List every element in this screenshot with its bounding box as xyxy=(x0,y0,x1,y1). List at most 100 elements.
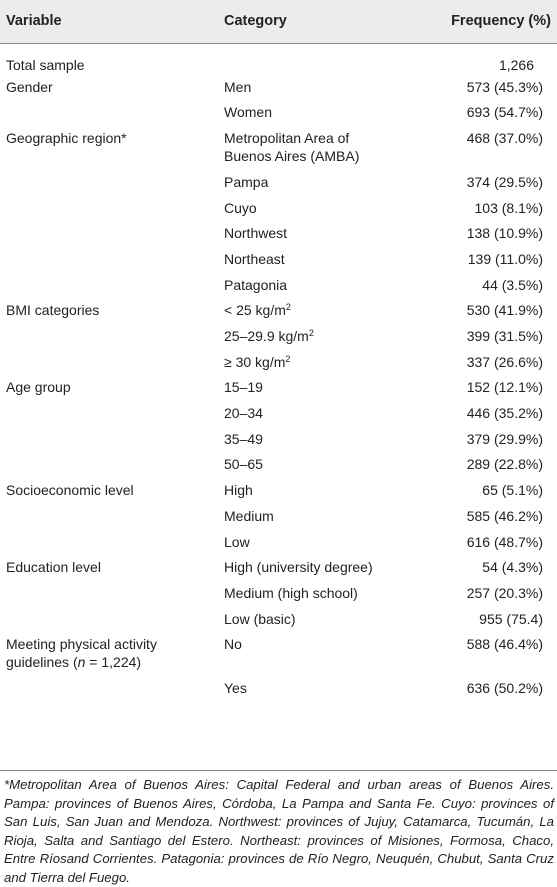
superscript: 2 xyxy=(285,353,291,364)
cell-frequency: 446 (35.2%) xyxy=(466,405,543,422)
table-row: ≥ 30 kg/m2 337 (26.6%) xyxy=(0,349,557,375)
table-row: 25–29.9 kg/m2 399 (31.5%) xyxy=(0,323,557,349)
cell-variable xyxy=(0,195,210,221)
header-variable: Variable xyxy=(6,13,62,30)
cell-variable xyxy=(0,169,210,195)
cell-variable xyxy=(0,675,210,710)
cell-variable xyxy=(0,99,210,125)
cell-category: ≥ 30 kg/m2 xyxy=(210,349,430,375)
table-row: Medium 585 (46.2%) xyxy=(0,503,557,529)
table-row: Northwest 138 (10.9%) xyxy=(0,220,557,246)
cell-category: Yes xyxy=(224,680,247,697)
cell-category: Metropolitan Area of Buenos Aires (AMBA) xyxy=(210,125,430,169)
cell-category: Men xyxy=(224,78,252,95)
cell-variable: Meeting physical activity guidelines (n =… xyxy=(0,631,210,675)
cell-variable: Age group xyxy=(6,379,71,396)
cell-frequency: 530 (41.9%) xyxy=(466,302,543,319)
cell-category: Cuyo xyxy=(224,199,257,216)
cell-frequency: 65 (5.1%) xyxy=(482,482,543,499)
cell-variable xyxy=(0,426,210,452)
cell-frequency: 1,266 xyxy=(498,56,535,73)
table-row: Geographic region* Metropolitan Area of B… xyxy=(0,125,557,169)
cell-variable xyxy=(0,606,210,632)
cell-category: Northeast xyxy=(224,250,285,267)
table-bottom-rule xyxy=(0,770,557,771)
cell-variable xyxy=(0,451,210,477)
table-footnote: *Metropolitan Area of Buenos Aires: Capi… xyxy=(4,777,554,885)
cell-category: 35–49 xyxy=(224,430,263,447)
table-row: Education level High (university degree)… xyxy=(0,554,557,580)
variable-line: = 1,224) xyxy=(85,654,142,671)
cell-frequency: 588 (46.4%) xyxy=(466,636,543,653)
table-row: 35–49 379 (29.9%) xyxy=(0,426,557,452)
n-symbol: n xyxy=(77,654,86,671)
cell-variable xyxy=(0,246,210,272)
cell-category: Medium xyxy=(224,507,274,524)
table-row: Age group 15–19 152 (12.1%) xyxy=(0,374,557,400)
cell-variable: Education level xyxy=(6,559,101,576)
cell-category: Northwest xyxy=(224,225,288,242)
cell-frequency: 138 (10.9%) xyxy=(466,225,543,242)
table-row: BMI categories < 25 kg/m2 530 (41.9%) xyxy=(0,297,557,323)
cell-variable xyxy=(0,272,210,298)
cell-frequency: 337 (26.6%) xyxy=(466,353,543,370)
table-row: Medium (high school) 257 (20.3%) xyxy=(0,580,557,606)
cell-category: 25–29.9 kg/m2 xyxy=(210,323,430,349)
cell-variable: BMI categories xyxy=(6,302,100,319)
cell-variable xyxy=(0,529,210,555)
table-row: Women 693 (54.7%) xyxy=(0,99,557,125)
cell-frequency: 54 (4.3%) xyxy=(482,559,543,576)
cell-category: 50–65 xyxy=(224,456,263,473)
superscript: 2 xyxy=(285,302,291,313)
cell-frequency: 955 (75.4) xyxy=(479,610,543,627)
category-text: 25–29.9 kg/m xyxy=(224,328,309,344)
cell-frequency: 468 (37.0%) xyxy=(466,129,543,146)
cell-frequency: 103 (8.1%) xyxy=(474,199,543,216)
cell-frequency: 636 (50.2%) xyxy=(466,680,543,697)
table-row: Yes 636 (50.2%) xyxy=(0,675,557,710)
cell-category: 20–34 xyxy=(224,405,263,422)
cell-variable: Socioeconomic level xyxy=(6,482,134,499)
cell-category: High (university degree) xyxy=(224,559,373,576)
cell-category: Low (basic) xyxy=(224,610,296,627)
table-row: Low (basic) 955 (75.4) xyxy=(0,606,557,632)
cell-variable xyxy=(0,220,210,246)
variable-line: Meeting physical activity xyxy=(6,636,157,653)
cell-frequency: 693 (54.7%) xyxy=(466,104,543,121)
cell-category: Low xyxy=(224,533,250,550)
cell-category: 15–19 xyxy=(224,379,263,396)
cell-frequency: 44 (3.5%) xyxy=(482,276,543,293)
category-text: ≥ 30 kg/m xyxy=(224,353,286,370)
table-row: Cuyo 103 (8.1%) xyxy=(0,195,557,221)
variable-line: guidelines ( xyxy=(6,654,78,671)
table-row: 20–34 446 (35.2%) xyxy=(0,400,557,426)
table-header-row: Variable Category Frequency (%) xyxy=(0,0,557,43)
table-row: Total sample 1,266 xyxy=(0,43,557,74)
cell-variable: Gender xyxy=(6,78,53,95)
superscript: 2 xyxy=(308,328,314,338)
cell-frequency: 585 (46.2%) xyxy=(466,507,543,524)
category-text: < 25 kg/m xyxy=(224,302,286,319)
cell-category: Medium (high school) xyxy=(224,584,358,601)
table-row: Pampa 374 (29.5%) xyxy=(0,169,557,195)
cell-frequency: 379 (29.9%) xyxy=(466,430,543,447)
cell-frequency: 139 (11.0%) xyxy=(467,250,543,267)
cell-variable xyxy=(0,323,210,349)
cell-variable xyxy=(0,400,210,426)
category-line: Metropolitan Area of xyxy=(224,129,350,146)
table-row: Low 616 (48.7%) xyxy=(0,529,557,555)
cell-category: High xyxy=(224,482,253,499)
cell-frequency: 152 (12.1%) xyxy=(466,379,543,396)
header-category: Category xyxy=(224,13,287,30)
cell-category: < 25 kg/m2 xyxy=(210,297,430,323)
cell-category: Women xyxy=(224,104,272,121)
cell-variable: Geographic region* xyxy=(6,129,127,146)
header-frequency: Frequency (%) xyxy=(451,13,551,30)
cell-category: No xyxy=(224,636,242,653)
sample-characteristics-table: Variable Category Frequency (%) Total sa… xyxy=(0,0,557,710)
table-row: 50–65 289 (22.8%) xyxy=(0,451,557,477)
cell-variable xyxy=(0,349,210,375)
cell-variable: Total sample xyxy=(6,56,85,73)
cell-category: Patagonia xyxy=(224,276,288,293)
category-line: Buenos Aires (AMBA) xyxy=(224,147,360,164)
